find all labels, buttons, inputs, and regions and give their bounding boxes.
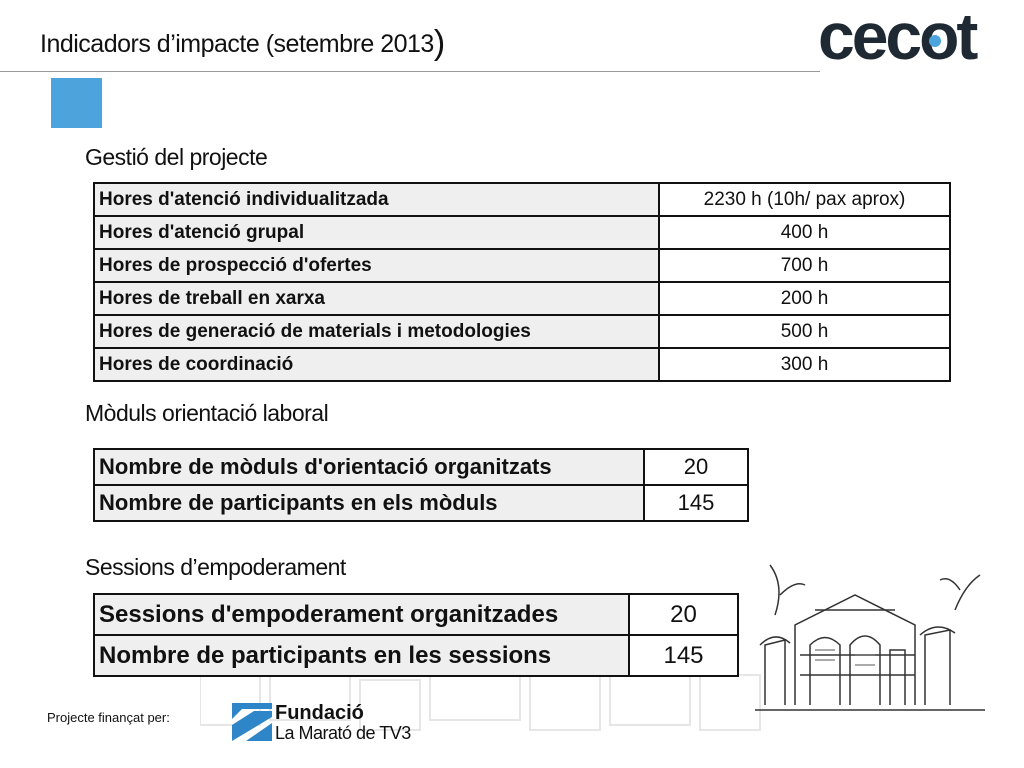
row-value: 500 h — [658, 314, 951, 349]
header-divider — [0, 71, 820, 72]
row-label: Hores d'atenció individualitzada — [93, 182, 660, 217]
page-title-paren: ) — [433, 24, 445, 62]
row-label: Nombre de participants en les sessions — [93, 634, 630, 677]
table-row: Sessions d'empoderament organitzades 20 — [93, 593, 739, 636]
row-value: 20 — [643, 448, 749, 486]
accent-square — [51, 78, 102, 128]
table-row: Hores d'atenció individualitzada 2230 h … — [93, 182, 951, 217]
moduls-table: Nombre de mòduls d'orientació organitzat… — [93, 448, 749, 522]
row-label: Hores de generació de materials i metodo… — [93, 314, 660, 349]
row-value: 145 — [643, 484, 749, 522]
section-heading-moduls: Mòduls orientació laboral — [85, 400, 329, 426]
row-value: 145 — [628, 634, 739, 677]
table-row: Hores de prospecció d'ofertes 700 h — [93, 248, 951, 283]
gestio-table: Hores d'atenció individualitzada 2230 h … — [93, 182, 951, 382]
sessions-table: Sessions d'empoderament organitzades 20 … — [93, 593, 739, 677]
table-row: Nombre de participants en els mòduls 145 — [93, 484, 749, 522]
row-label: Sessions d'empoderament organitzades — [93, 593, 630, 636]
row-label: Nombre de mòduls d'orientació organitzat… — [93, 448, 645, 486]
table-row: Nombre de mòduls d'orientació organitzat… — [93, 448, 749, 486]
row-label: Hores de prospecció d'ofertes — [93, 248, 660, 283]
row-value: 400 h — [658, 215, 951, 250]
table-row: Nombre de participants en les sessions 1… — [93, 634, 739, 677]
page-title: Indicadors d’impacte (setembre 2013) — [40, 24, 445, 63]
table-row: Hores de generació de materials i metodo… — [93, 314, 951, 349]
building-sketch-image — [755, 564, 985, 711]
table-row: Hores d'atenció grupal 400 h — [93, 215, 951, 250]
cecot-logo: cecot — [818, 4, 981, 68]
table-row: Hores de treball en xarxa 200 h — [93, 281, 951, 316]
row-value: 2230 h (10h/ pax aprox) — [658, 182, 951, 217]
row-label: Hores d'atenció grupal — [93, 215, 660, 250]
row-value: 700 h — [658, 248, 951, 283]
row-value: 200 h — [658, 281, 951, 316]
row-label: Nombre de participants en els mòduls — [93, 484, 645, 522]
fundacio-name: Fundació — [275, 702, 364, 724]
section-heading-sessions: Sessions d’empoderament — [85, 554, 346, 580]
row-value: 20 — [628, 593, 739, 636]
fundacio-subtitle: La Marató de TV3 — [275, 723, 411, 743]
fundacio-logo-icon — [232, 703, 272, 741]
table-row: Hores de coordinació 300 h — [93, 347, 951, 382]
row-label: Hores de treball en xarxa — [93, 281, 660, 316]
funded-by-label: Projecte finançat per: — [47, 710, 170, 725]
row-value: 300 h — [658, 347, 951, 382]
section-heading-gestio: Gestió del projecte — [85, 144, 268, 170]
page-title-text: Indicadors d’impacte (setembre 2013 — [40, 30, 434, 58]
cecot-logo-text: cecot — [818, 4, 978, 68]
row-label: Hores de coordinació — [93, 347, 660, 382]
logo-dot-icon — [929, 35, 941, 47]
